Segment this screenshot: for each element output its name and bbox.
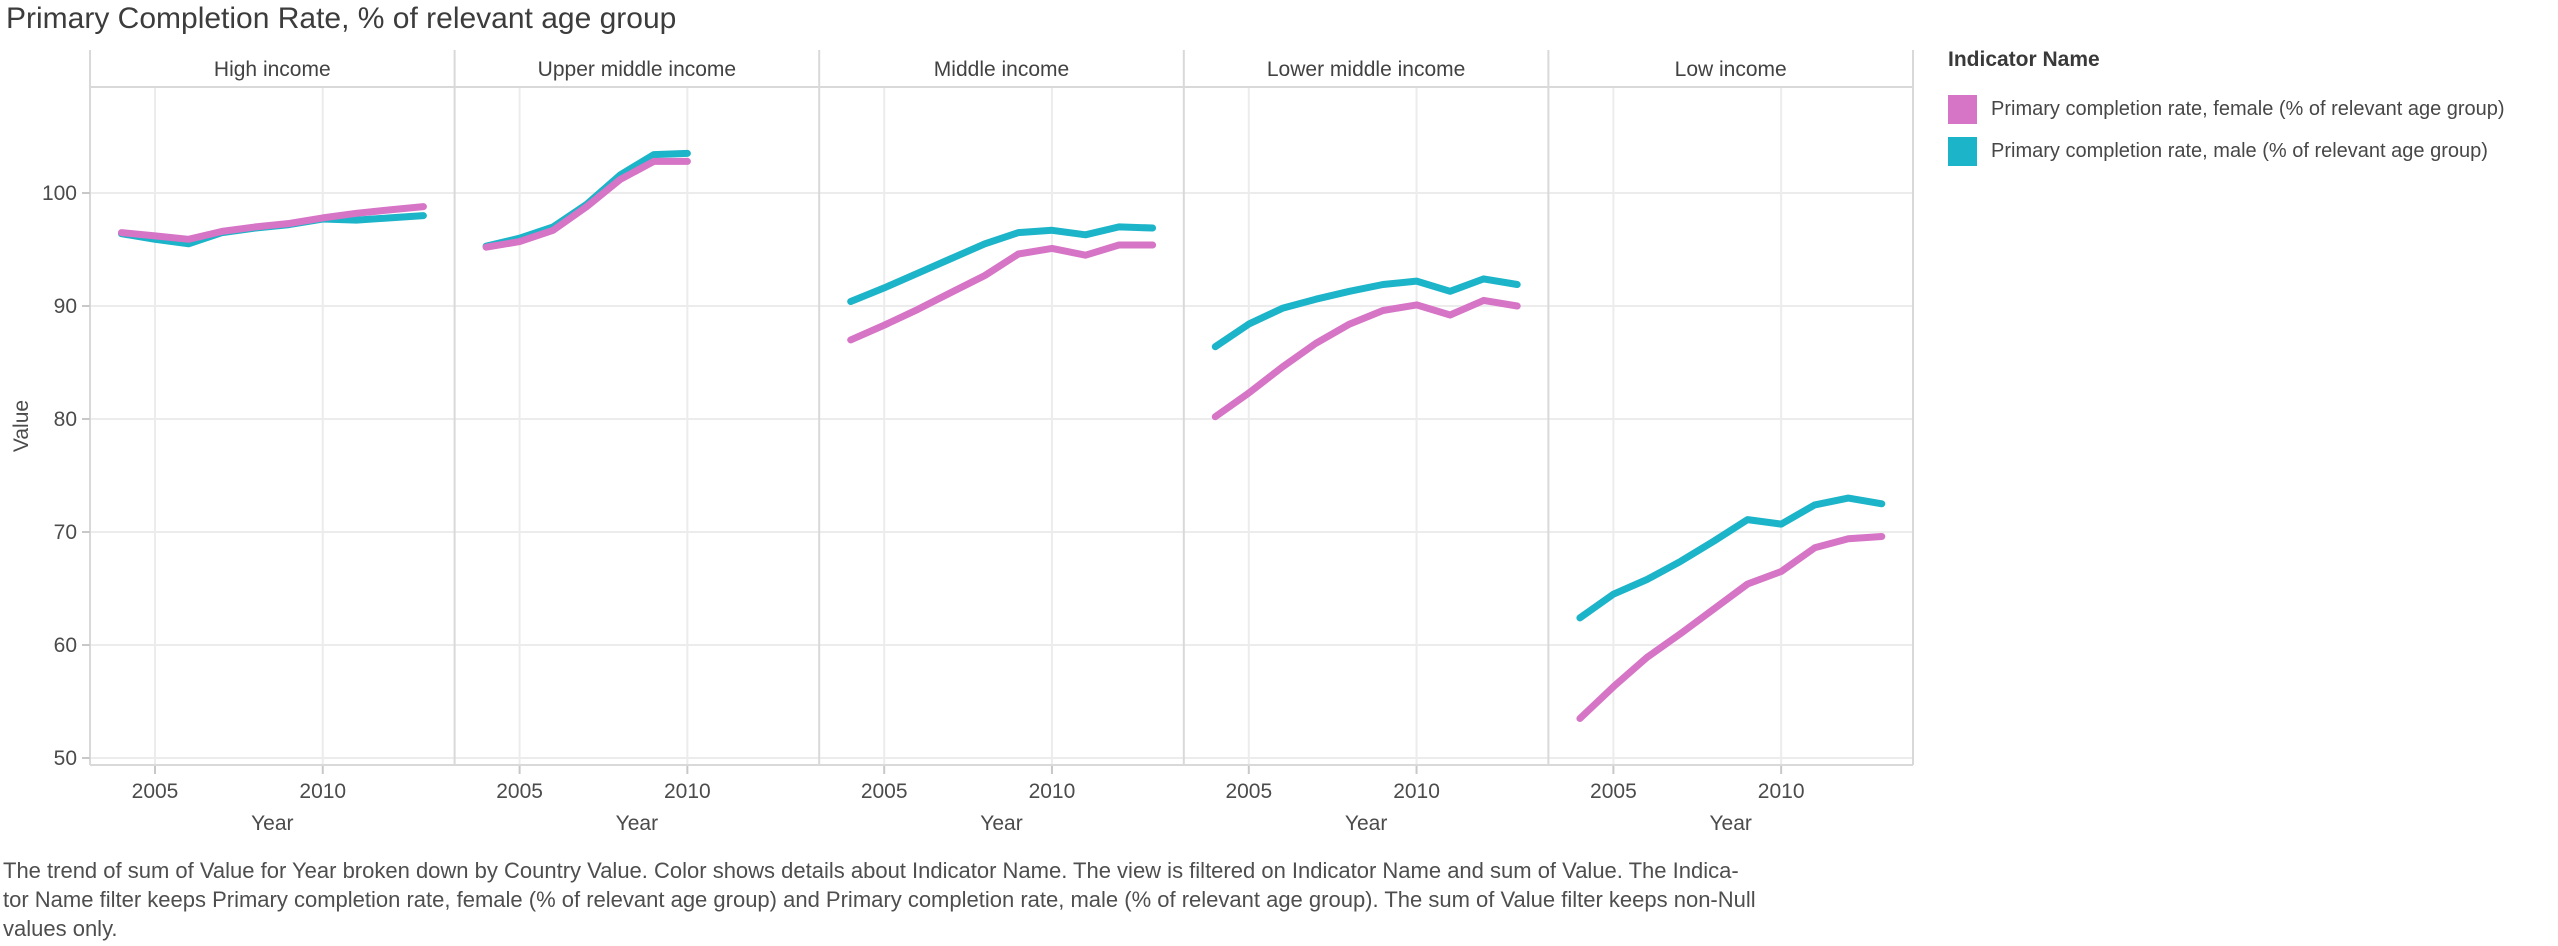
x-tick-label: 2010 [1029,780,1076,803]
y-tick-label: 90 [54,295,77,318]
trellis-line-chart[interactable]: 2005 2010 High income Year 2005 2010 Upper mid… [0,0,2558,850]
y-tick-label: 100 [42,182,77,205]
panel-header[interactable]: Upper middle income [538,58,736,81]
x-axis-title: Year [251,812,293,835]
x-tick-label: 2005 [861,780,908,803]
line-female-low-income[interactable] [1576,533,1886,722]
y-tick-label: 70 [54,521,77,544]
y-axis-title: Value [10,400,33,452]
legend: Indicator Name Primary completion rate, … [1948,48,2548,172]
legend-title: Indicator Name [1948,48,2100,71]
x-axis-title: Year [980,812,1022,835]
x-tick-label: 2005 [132,780,179,803]
line-female-lower-middle-income[interactable] [1211,296,1521,421]
line-female-middle-income[interactable] [847,241,1157,344]
x-tick-label: 2010 [299,780,346,803]
y-tick-label: 80 [54,408,77,431]
line-male-low-income[interactable] [1576,494,1886,622]
line-female-upper-middle-income[interactable] [482,157,691,251]
line-female-high-income[interactable] [118,203,427,243]
y-tick-label: 50 [54,747,77,770]
legend-label-male: Primary completion rate, male (% of rele… [1991,139,2488,162]
caption-line-3: values only. [3,916,118,941]
caption: The trend of sum of Value for Year broke… [3,856,1756,943]
x-tick-label: 2005 [1225,780,1272,803]
y-tick-label: 60 [54,634,77,657]
panel-header[interactable]: High income [214,58,331,81]
legend-item-female[interactable]: Primary completion rate, female (% of re… [1948,88,2548,130]
panel-header[interactable]: Low income [1675,58,1787,81]
x-tick-label: 2010 [664,780,711,803]
x-tick-label: 2005 [496,780,543,803]
chart-title: Primary Completion Rate, % of relevant a… [6,2,677,35]
x-axis-title: Year [616,812,658,835]
x-axis-title: Year [1709,812,1751,835]
x-tick-label: 2010 [1393,780,1440,803]
caption-line-1: The trend of sum of Value for Year broke… [3,858,1739,883]
line-male-lower-middle-income[interactable] [1211,275,1521,351]
x-axis-title: Year [1345,812,1387,835]
panel-header[interactable]: Middle income [934,58,1069,81]
x-tick-label: 2005 [1590,780,1637,803]
legend-label-female: Primary completion rate, female (% of re… [1991,97,2505,120]
x-tick-label: 2010 [1758,780,1805,803]
line-male-upper-middle-income[interactable] [482,149,691,250]
legend-swatch-male-icon[interactable] [1948,136,1977,166]
panel-header[interactable]: Lower middle income [1267,58,1465,81]
caption-line-2: tor Name filter keeps Primary completion… [3,887,1756,912]
line-male-middle-income[interactable] [847,223,1157,305]
legend-swatch-female-icon[interactable] [1948,94,1977,124]
legend-item-male[interactable]: Primary completion rate, male (% of rele… [1948,130,2548,172]
